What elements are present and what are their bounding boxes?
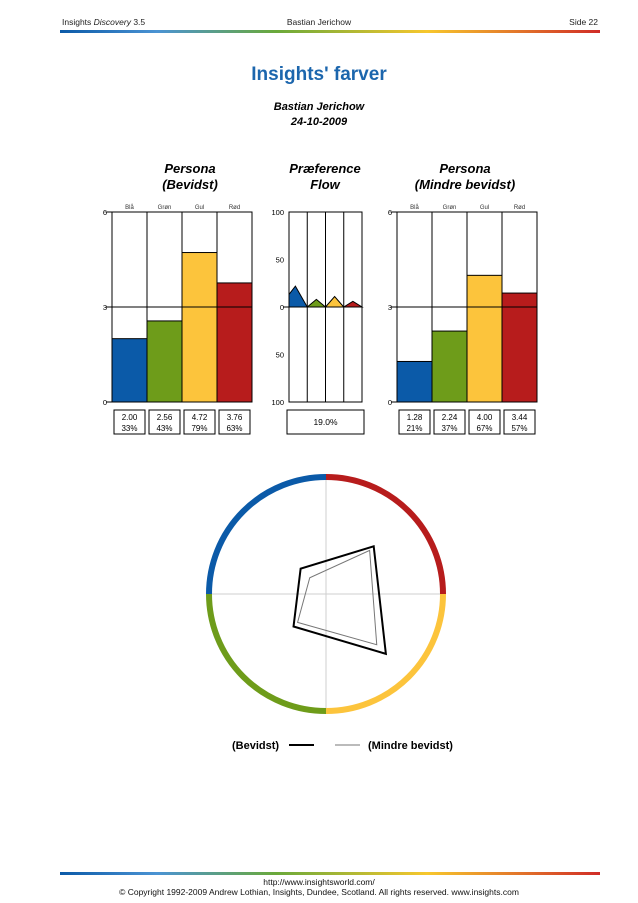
header-page-number: Side 22 <box>569 17 598 27</box>
persona-less-conscious-category-label: Grøn <box>443 205 457 211</box>
persona-less-conscious-percent-label: 37% <box>441 424 457 433</box>
persona-less-conscious-value-box <box>398 409 431 435</box>
persona-less-conscious-ytick-label: 6 <box>388 208 392 217</box>
persona-less-conscious-value-label: 4.00 <box>477 413 493 422</box>
persona-less-conscious-category-label: Rød <box>514 205 525 211</box>
persona-conscious-category-label: Gul <box>195 205 204 211</box>
persona-less-conscious-percent-label: 57% <box>511 424 527 433</box>
wheel-arc-red <box>325 474 446 595</box>
persona-less-conscious-value-label: 3.44 <box>512 413 528 422</box>
persona-conscious-ytick-label: 3 <box>103 303 107 312</box>
preference-flow-ytick-label: 100 <box>271 208 284 217</box>
preference-flow-title-line2: Flow <box>310 177 340 192</box>
persona-conscious-percent-label: 33% <box>121 424 137 433</box>
persona-less-conscious-bar <box>396 360 433 403</box>
persona-conscious-ytick-label: 0 <box>103 398 107 407</box>
persona-less-conscious-value-box <box>433 409 466 435</box>
persona-less-conscious-category-label: Blå <box>410 204 419 211</box>
preference-flow-summary-label: 19.0% <box>313 417 338 427</box>
persona-conscious-category-label: Blå <box>125 204 134 211</box>
preference-flow-ytick-label: 0 <box>280 303 284 312</box>
persona-conscious-bar <box>181 252 218 403</box>
legend-less-conscious-label: (Mindre bevidst) <box>368 740 453 752</box>
persona-less-conscious-ytick-label: 0 <box>388 398 392 407</box>
persona-conscious-value-box <box>218 409 251 435</box>
persona-conscious-value-label: 3.76 <box>227 413 243 422</box>
persona-conscious-bar <box>216 282 253 403</box>
persona-less-conscious-percent-label: 67% <box>476 424 492 433</box>
header-rule <box>60 30 600 33</box>
persona-less-conscious-value-box <box>468 409 501 435</box>
report-date: 24-10-2009 <box>290 116 348 128</box>
preference-flow-title-line1: Præference <box>289 161 361 176</box>
persona-less-conscious-value-label: 2.24 <box>442 413 458 422</box>
persona-conscious-value-label: 2.00 <box>122 413 138 422</box>
preference-flow-ytick-label: 50 <box>276 256 284 265</box>
persona-conscious-value-label: 2.56 <box>157 413 173 422</box>
header-product: Insights Discovery 3.5 <box>62 17 146 27</box>
footer-url[interactable]: http://www.insightsworld.com/ <box>263 877 375 887</box>
persona-conscious-category-label: Grøn <box>158 205 172 211</box>
persona-conscious-percent-label: 79% <box>191 424 207 433</box>
header-person: Bastian Jerichow <box>286 17 352 27</box>
persona-conscious-title-line2: (Bevidst) <box>162 177 218 192</box>
persona-less-conscious-title: Persona (Mindre bevidst) <box>390 161 540 193</box>
persona-conscious-bar <box>111 338 148 403</box>
preference-flow-ytick-label: 50 <box>276 351 284 360</box>
wheel-arc-yellow <box>325 593 446 714</box>
person-name: Bastian Jerichow <box>273 101 365 113</box>
wheel-arc-green <box>206 593 327 714</box>
persona-less-conscious-category-label: Gul <box>480 205 489 211</box>
persona-less-conscious-percent-label: 21% <box>406 424 422 433</box>
preference-flow-summary-box <box>286 409 365 435</box>
persona-conscious-value-box <box>183 409 216 435</box>
persona-less-conscious-title-line1: Persona <box>439 161 491 176</box>
persona-less-conscious-ytick-label: 3 <box>388 303 392 312</box>
persona-conscious-percent-label: 43% <box>156 424 172 433</box>
wheel-arc-blue <box>206 474 327 595</box>
persona-less-conscious-title-line2: (Mindre bevidst) <box>414 177 516 192</box>
persona-less-conscious-bar <box>501 292 538 403</box>
persona-conscious-bar <box>146 320 183 403</box>
preference-flow-ytick-label: 100 <box>271 398 284 407</box>
footer-rule <box>60 872 600 875</box>
radar-conscious-polygon <box>292 544 388 656</box>
persona-conscious-title-line1: Persona <box>164 161 216 176</box>
radar-less-conscious-polygon <box>296 549 378 646</box>
persona-less-conscious-bar <box>431 330 468 403</box>
persona-conscious-percent-label: 63% <box>226 424 242 433</box>
persona-conscious-value-label: 4.72 <box>192 413 208 422</box>
persona-less-conscious-value-box <box>503 409 536 435</box>
persona-conscious-value-box <box>113 409 146 435</box>
persona-less-conscious-bar <box>466 274 503 403</box>
legend-conscious-label: (Bevidst) <box>232 740 280 752</box>
footer-copyright: © Copyright 1992-2009 Andrew Lothian, In… <box>119 887 519 897</box>
persona-conscious-value-box <box>148 409 181 435</box>
persona-conscious-category-label: Rød <box>229 205 240 211</box>
persona-conscious-title: Persona (Bevidst) <box>130 161 250 193</box>
page-title: Insights' farver <box>251 64 387 85</box>
persona-less-conscious-value-label: 1.28 <box>407 413 423 422</box>
preference-flow-title: Præference Flow <box>270 161 380 193</box>
persona-conscious-ytick-label: 6 <box>103 208 107 217</box>
